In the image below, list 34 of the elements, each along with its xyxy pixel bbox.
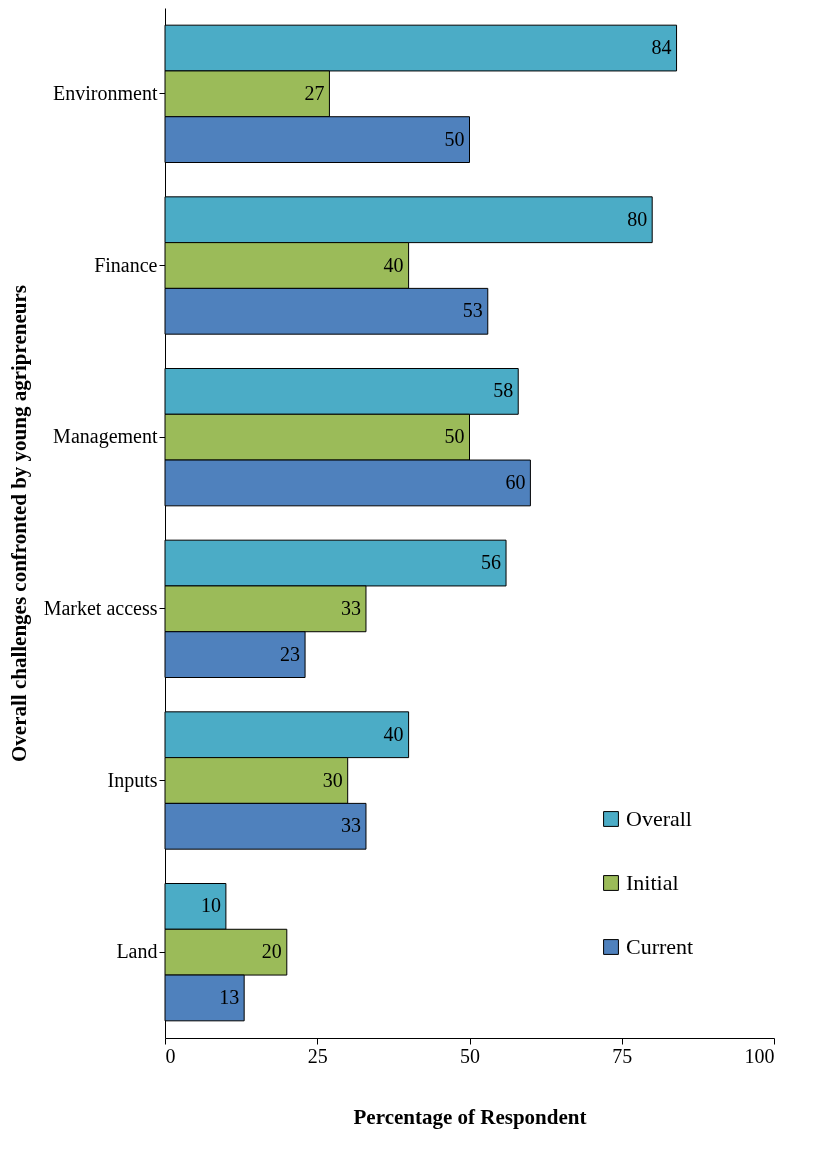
data-label: 23 (280, 642, 301, 665)
y-tick-label: Management (53, 425, 158, 449)
y-tick-label: Finance (94, 253, 158, 276)
x-tick-label: 100 (744, 1044, 775, 1067)
y-tick-label: Market access (43, 596, 158, 619)
x-tick-label: 75 (612, 1044, 633, 1067)
y-tick-label: Environment (53, 81, 158, 104)
data-label: 53 (462, 299, 483, 322)
data-label: 60 (505, 470, 526, 493)
data-label: 33 (340, 596, 361, 619)
data-label: 40 (383, 253, 404, 276)
y-axis-title: Overall challenges confronted by young agripreneurs (6, 285, 31, 762)
data-label: 33 (340, 814, 361, 837)
data-label: 80 (627, 207, 648, 230)
legend-label: Initial (626, 870, 679, 895)
legend-label: Current (626, 934, 694, 959)
data-label: 50 (444, 127, 465, 150)
data-label: 56 (481, 551, 502, 574)
data-label: 20 (261, 940, 282, 963)
data-label: 40 (383, 722, 404, 745)
data-label: 13 (219, 985, 240, 1008)
data-label: 30 (322, 768, 343, 791)
data-label: 10 (200, 894, 221, 917)
legend-label: Overall (626, 806, 692, 831)
x-tick-label: 25 (307, 1044, 328, 1067)
x-tick-label: 50 (460, 1044, 480, 1067)
y-tick-label: Land (116, 940, 158, 963)
y-tick-label: Inputs (107, 768, 158, 792)
data-label: 50 (444, 425, 465, 448)
data-label: 27 (304, 81, 325, 104)
x-axis-title: Percentage of Respondent (353, 1104, 587, 1129)
data-label: 84 (651, 36, 672, 59)
x-tick-label: 0 (165, 1044, 176, 1067)
data-label: 58 (493, 379, 514, 402)
